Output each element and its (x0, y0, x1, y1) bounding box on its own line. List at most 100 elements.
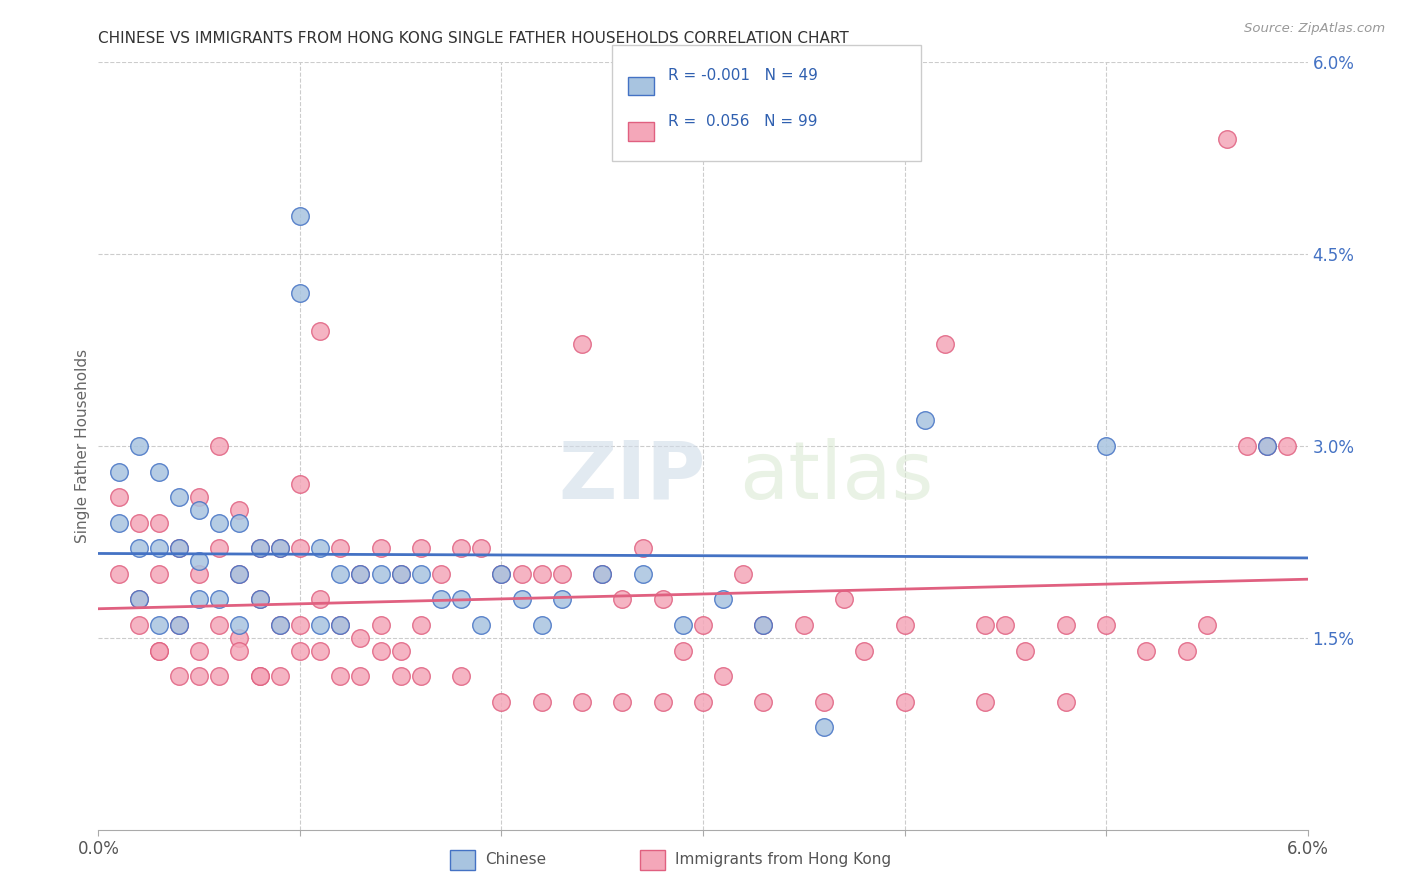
Point (128, 516, 150, 530)
Point (349, 631, 371, 645)
Point (651, 695, 673, 709)
Point (994, 618, 1017, 632)
Point (188, 554, 211, 568)
Point (228, 643, 250, 657)
Point (249, 592, 271, 607)
Point (389, 566, 412, 581)
Point (148, 541, 170, 556)
Point (167, 618, 190, 632)
Point (329, 541, 352, 556)
Text: atlas: atlas (740, 438, 934, 516)
Point (510, 566, 533, 581)
Point (1014, 643, 1036, 657)
Point (692, 618, 714, 632)
Point (228, 566, 250, 581)
Point (409, 618, 432, 632)
Point (128, 541, 150, 556)
Point (430, 592, 453, 607)
Point (893, 618, 915, 632)
Point (672, 643, 695, 657)
Point (491, 566, 513, 581)
Point (269, 618, 291, 632)
Point (148, 618, 170, 632)
Point (733, 566, 755, 581)
Point (329, 618, 352, 632)
Point (167, 541, 190, 556)
Point (269, 669, 291, 683)
Point (1216, 132, 1239, 146)
Point (389, 669, 412, 683)
Point (370, 566, 392, 581)
Point (269, 618, 291, 632)
Point (228, 631, 250, 645)
Point (288, 643, 311, 657)
Point (309, 541, 332, 556)
Point (711, 592, 734, 607)
Point (1175, 643, 1198, 657)
Point (128, 439, 150, 453)
Point (167, 618, 190, 632)
Point (510, 592, 533, 607)
Point (329, 618, 352, 632)
Point (752, 695, 775, 709)
Point (370, 618, 392, 632)
Point (349, 566, 371, 581)
Point (208, 669, 231, 683)
Point (107, 566, 129, 581)
Point (309, 324, 332, 338)
Point (349, 566, 371, 581)
Point (1195, 618, 1218, 632)
Point (249, 592, 271, 607)
Point (249, 669, 271, 683)
Text: CHINESE VS IMMIGRANTS FROM HONG KONG SINGLE FATHER HOUSEHOLDS CORRELATION CHART: CHINESE VS IMMIGRANTS FROM HONG KONG SIN… (98, 31, 849, 46)
Point (167, 669, 190, 683)
Point (893, 695, 915, 709)
Point (631, 541, 654, 556)
Point (148, 465, 170, 479)
Text: Chinese: Chinese (485, 853, 546, 867)
Point (1095, 618, 1118, 632)
Point (148, 643, 170, 657)
Point (914, 413, 936, 427)
Point (1054, 695, 1077, 709)
Point (591, 566, 613, 581)
Point (288, 618, 311, 632)
Point (269, 541, 291, 556)
Point (107, 516, 129, 530)
Point (228, 503, 250, 517)
Point (148, 516, 170, 530)
Point (309, 618, 332, 632)
Point (832, 592, 855, 607)
Point (793, 618, 815, 632)
Point (389, 566, 412, 581)
Point (1277, 439, 1299, 453)
Point (208, 618, 231, 632)
Point (370, 643, 392, 657)
Point (128, 618, 150, 632)
Point (228, 618, 250, 632)
Point (813, 695, 835, 709)
Point (409, 541, 432, 556)
Point (228, 516, 250, 530)
Point (188, 643, 211, 657)
Point (188, 592, 211, 607)
Point (1236, 439, 1258, 453)
Point (692, 695, 714, 709)
Point (329, 669, 352, 683)
Point (288, 477, 311, 491)
Point (249, 541, 271, 556)
Point (450, 541, 472, 556)
Point (228, 566, 250, 581)
Point (208, 592, 231, 607)
Point (571, 695, 593, 709)
Point (389, 643, 412, 657)
Y-axis label: Single Father Households: Single Father Households (75, 349, 90, 543)
Point (571, 336, 593, 351)
Point (612, 695, 634, 709)
Point (309, 643, 332, 657)
Point (1054, 618, 1077, 632)
Text: R = -0.001   N = 49: R = -0.001 N = 49 (668, 69, 818, 83)
Point (974, 695, 997, 709)
Point (530, 566, 553, 581)
Point (188, 490, 211, 504)
